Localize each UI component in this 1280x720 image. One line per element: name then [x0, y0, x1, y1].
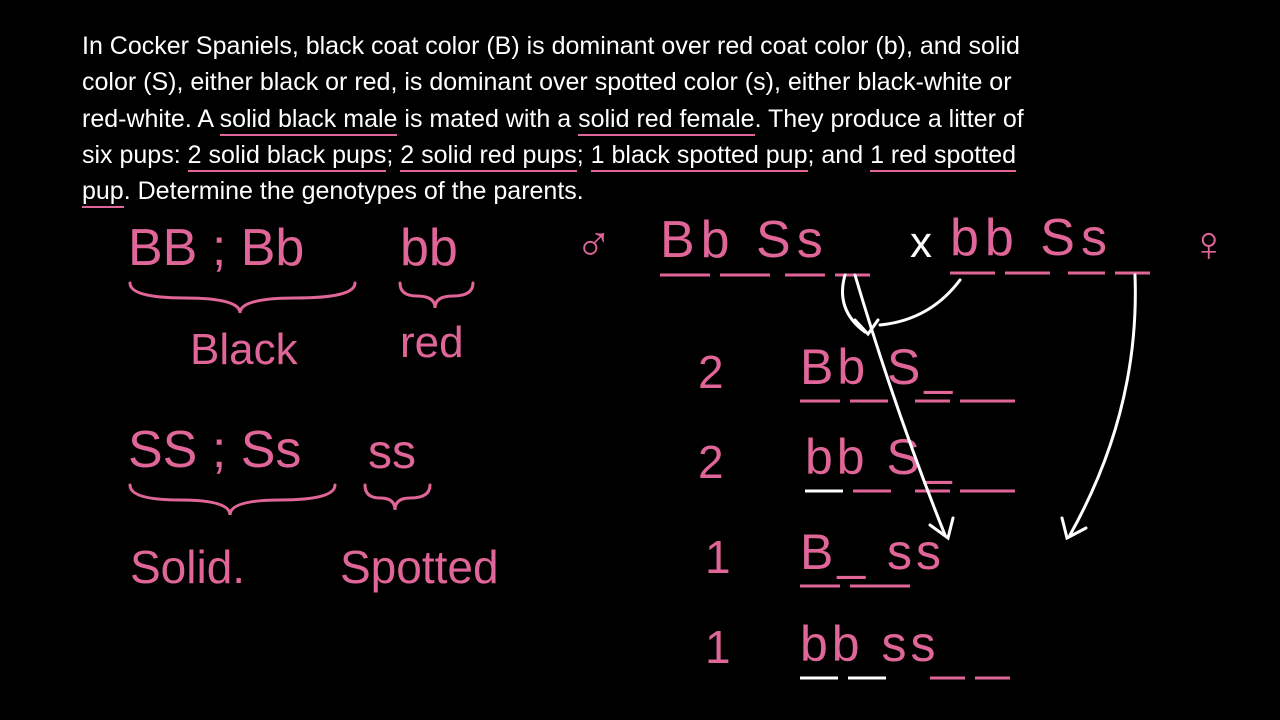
underline-2-solid-red: 2 solid red pups — [400, 141, 577, 172]
underline-1-black-spotted: 1 black spotted pup — [591, 141, 808, 172]
problem-line4d: ; and — [808, 141, 871, 169]
bb-genotypes-text: BB ; Bb — [128, 218, 304, 278]
problem-line4c: ; — [577, 141, 591, 169]
problem-line3b: is mated with a — [397, 105, 578, 133]
ss-recessive-text: ss — [368, 425, 416, 480]
offspring3-underline — [800, 583, 1030, 591]
problem-line5a: . Determine the genotypes of the parents… — [124, 177, 584, 205]
underline-solid-black-male: solid black male — [220, 105, 398, 136]
problem-line4b: ; — [386, 141, 400, 169]
problem-line3c: . They produce a litter of — [755, 105, 1024, 133]
offspring3-count: 1 — [705, 530, 731, 584]
problem-line1: In Cocker Spaniels, black coat color (B)… — [82, 32, 1020, 60]
offspring2-count: 2 — [698, 435, 724, 489]
arrow-male-s-to-ss — [845, 270, 985, 550]
ss-genotypes-text: SS ; Ss — [128, 420, 301, 480]
brace-black — [125, 278, 365, 328]
underline-2-solid-black: 2 solid black pups — [188, 141, 387, 172]
female-symbol-icon: ♀ — [1190, 215, 1228, 273]
offspring4-count: 1 — [705, 620, 731, 674]
underline-solid-red-female: solid red female — [578, 105, 754, 136]
underline-1-red-spotted: 1 red spotted — [870, 141, 1016, 172]
problem-line3a: red-white. A — [82, 105, 220, 133]
spotted-label: Spotted — [340, 540, 499, 594]
solid-label: Solid. — [130, 540, 245, 594]
problem-statement: In Cocker Spaniels, black coat color (B)… — [82, 28, 1222, 209]
underline-pup: pup — [82, 177, 124, 208]
female-genotype: bb Ss — [950, 208, 1113, 268]
brace-solid — [125, 480, 345, 530]
bb-recessive-text: bb — [400, 218, 458, 278]
offspring4-underline — [800, 675, 1030, 683]
male-genotype: Bb Ss — [660, 210, 829, 270]
red-label: red — [400, 318, 464, 368]
problem-line4a: six pups: — [82, 141, 188, 169]
arrow-female-s-to-ss — [1040, 270, 1160, 550]
offspring4: bb ss — [800, 615, 940, 673]
problem-line2: color (S), either black or red, is domin… — [82, 68, 1012, 96]
male-symbol-icon: ♂ — [575, 215, 613, 273]
brace-spotted — [360, 480, 440, 530]
black-label: Black — [190, 325, 298, 375]
offspring1-count: 2 — [698, 345, 724, 399]
cross-x: x — [910, 218, 932, 268]
